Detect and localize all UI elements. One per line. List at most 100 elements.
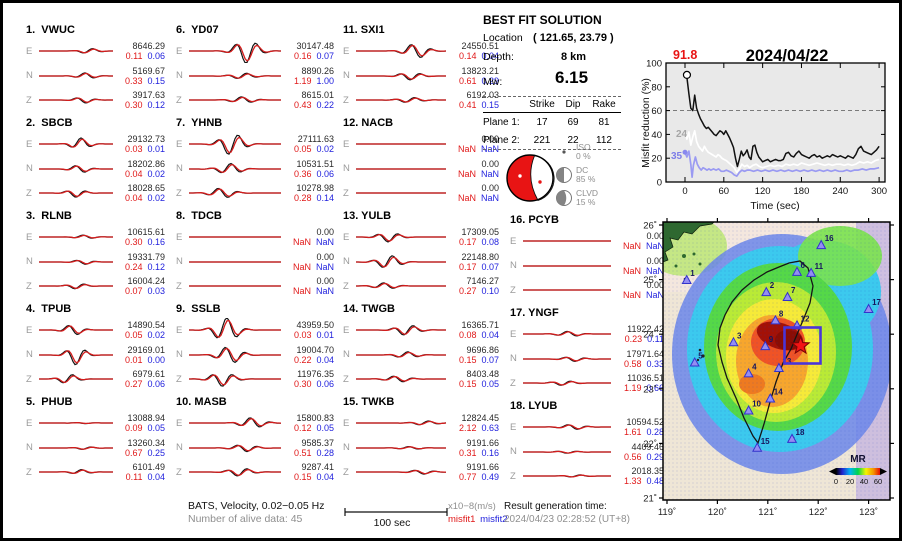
waveform-plot (39, 446, 113, 450)
trace-row: N 10531.51 0.36 0.06 (176, 157, 337, 182)
trace-values: 8646.29 0.11 0.06 (113, 41, 165, 61)
station-block: 8. TDCB E 0.00 NaN NaN N 0.00 NaN NaN Z 0.00 NaN NaN (176, 210, 337, 303)
plot-background (666, 63, 885, 182)
lon-tick-label: 123˚ (859, 507, 878, 518)
component-label: Z (343, 466, 349, 478)
amplitude-value: 17309.05 (461, 227, 499, 238)
synthetic-trace (39, 235, 113, 239)
clvd-label: CLVD (576, 188, 599, 198)
component-label: E (510, 235, 517, 247)
mw-row: Mw: 6.15 (483, 68, 679, 92)
dc-value: 85 % (576, 174, 596, 184)
station-marker: 13 (773, 357, 792, 373)
component-label: N (176, 163, 183, 175)
misfit1-legend: misfit1 (448, 514, 476, 525)
amplitude-value: 22148.80 (461, 251, 499, 262)
trace-row: Z 0.00 NaN NaN (343, 181, 502, 206)
lat-tick-label: 26˚ (643, 221, 657, 232)
synthetic-trace (523, 424, 611, 430)
component-label: N (343, 349, 350, 361)
misfit-values: 0.41 0.15 (447, 100, 499, 110)
component-label: N (176, 349, 183, 361)
trace-values: 0.00 NaN NaN (282, 276, 334, 296)
misfit-values: NaN NaN (612, 241, 664, 251)
trace-row: N 5169.67 0.33 0.15 (26, 64, 168, 89)
mr-tick-label: 40 (860, 477, 868, 486)
trace-row: E 10615.61 0.30 0.16 (26, 225, 168, 250)
clvd-row: CLVD 15 % (555, 189, 598, 207)
misfit-values: 0.27 0.10 (447, 286, 499, 296)
waveform-plot (523, 380, 611, 387)
misfit2-value: 0.03 (147, 286, 165, 297)
trace-values: 6979.61 0.27 0.06 (113, 369, 165, 389)
synthetic-trace (189, 444, 281, 452)
station-title: 11. SXI1 (343, 24, 385, 36)
rake-header: Rake (587, 97, 621, 113)
trace-row: E 27111.63 0.05 0.02 (176, 132, 337, 157)
component-label: Z (176, 466, 182, 478)
misfit1-value: 0.61 (458, 75, 477, 86)
component-label: Z (176, 280, 182, 292)
trace-values: 0.00 NaN NaN (612, 256, 664, 276)
amplitude-value: 10594.52 (626, 417, 664, 428)
component-label: E (510, 328, 517, 340)
station-marker: 14 (765, 388, 783, 403)
synthetic-trace (356, 376, 446, 382)
trace-values: 0.00 NaN NaN (282, 252, 334, 272)
misfit-values: NaN NaN (447, 169, 499, 179)
misfit1-value: 0.01 (124, 354, 143, 365)
station-marker: 16 (816, 234, 834, 250)
y-tick-label: 0 (657, 178, 662, 189)
amplitude-value: 0.00 (481, 134, 499, 145)
station-triangle-icon (805, 267, 817, 277)
trace-values: 14890.54 0.05 0.02 (113, 320, 165, 340)
misfit-values: 0.30 0.12 (113, 100, 165, 110)
amplitude-value: 8403.48 (466, 369, 499, 380)
scalebar-label: 100 sec (374, 517, 411, 528)
misfit1-value: 0.15 (293, 472, 312, 483)
component-label: N (510, 353, 517, 365)
station-triangle-icon (743, 404, 754, 415)
station-marker: 18 (786, 428, 805, 443)
china-coast (663, 222, 715, 263)
amplitude-value: 13088.94 (127, 413, 165, 424)
component-label: N (176, 442, 183, 454)
misfit1-value: NaN (457, 193, 476, 204)
trace-values: 2018.35 1.33 0.48 (612, 466, 664, 486)
trace-row: N 17971.64 0.58 0.33 (510, 347, 667, 372)
amplitude-value: 13823.21 (461, 65, 499, 76)
waveform-plot (356, 192, 446, 194)
plane2-strike: 221 (533, 135, 551, 146)
component-label: E (26, 231, 33, 243)
synthetic-trace (39, 190, 113, 198)
waveform-plot (356, 254, 446, 268)
synthetic-trace (39, 422, 113, 425)
waveform-plot (356, 470, 446, 475)
component-label: Z (510, 377, 516, 389)
depth-value: 8 km (561, 51, 587, 63)
trace-row: N 13823.21 0.61 0.29 (343, 64, 502, 89)
station-title: 15. TWKB (343, 396, 395, 408)
trace-row: Z 9191.66 0.77 0.49 (343, 460, 502, 485)
synthetic-trace (189, 96, 281, 103)
amplitude-value: 13260.34 (127, 437, 165, 448)
trace-values: 30147.48 0.16 0.07 (282, 41, 334, 61)
station-number-label: 9 (769, 335, 774, 344)
misfit-values: 0.27 0.06 (113, 379, 165, 389)
station-title: 9. SSLB (176, 303, 221, 315)
misfit-values: 0.11 0.04 (113, 472, 165, 482)
misfit-values: 0.61 0.29 (447, 76, 499, 86)
component-label: E (343, 417, 350, 429)
station-marker: 17 (863, 298, 882, 313)
misfit2-value: 0.04 (147, 472, 165, 483)
misfit1-value: 0.11 (125, 51, 143, 62)
component-label: Z (343, 187, 349, 199)
misfit1-value: 0.09 (124, 423, 143, 434)
misfit-values: NaN NaN (282, 262, 334, 272)
waveform-plot (523, 289, 611, 291)
trace-row: Z 11976.35 0.30 0.06 (176, 367, 337, 392)
misfit1-value: 0.36 (293, 168, 312, 179)
trace-values: 19331.79 0.24 0.12 (113, 252, 165, 272)
amplitude-value: 29132.73 (127, 134, 165, 145)
amplitude-value: 0.00 (646, 231, 664, 242)
